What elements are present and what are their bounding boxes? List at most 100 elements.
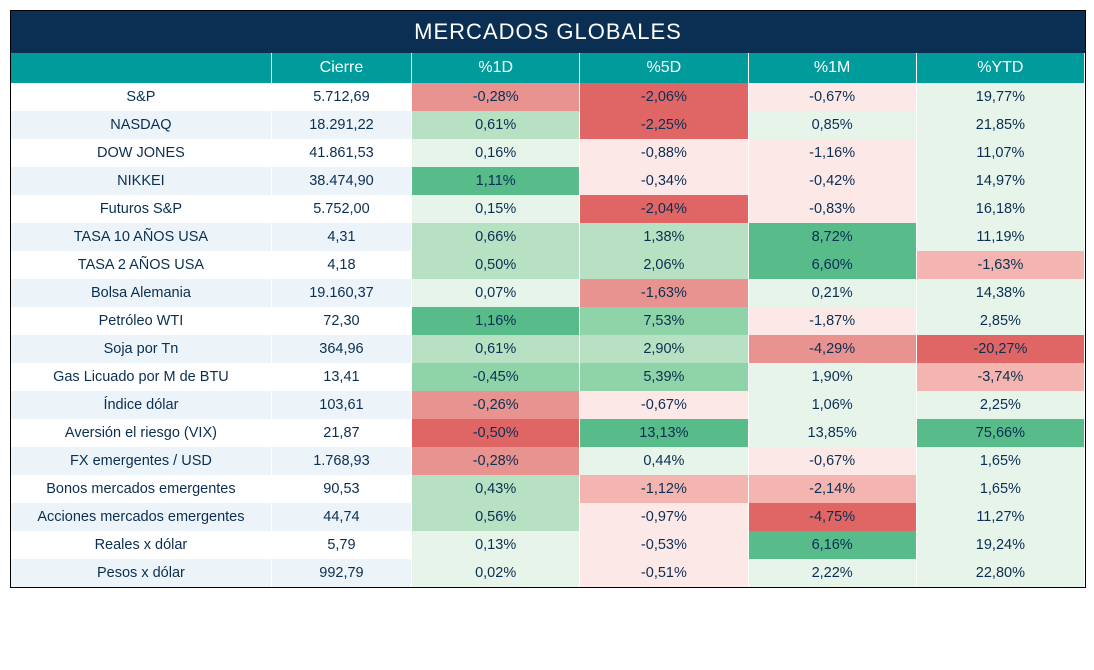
pct-cell: -0,26%	[412, 391, 580, 419]
table-title: MERCADOS GLOBALES	[11, 11, 1085, 53]
pct-cell: 1,38%	[580, 223, 748, 251]
table-row: Soja por Tn364,960,61%2,90%-4,29%-20,27%	[11, 335, 1085, 363]
pct-cell: 21,85%	[916, 111, 1084, 139]
instrument-name: NASDAQ	[11, 111, 271, 139]
pct-cell: -0,88%	[580, 139, 748, 167]
close-value: 5,79	[271, 531, 411, 559]
pct-cell: -0,34%	[580, 167, 748, 195]
close-value: 44,74	[271, 503, 411, 531]
table-row: Índice dólar103,61-0,26%-0,67%1,06%2,25%	[11, 391, 1085, 419]
table-row: Aversión el riesgo (VIX)21,87-0,50%13,13…	[11, 419, 1085, 447]
pct-cell: 13,13%	[580, 419, 748, 447]
close-value: 90,53	[271, 475, 411, 503]
col-header-ytd: %YTD	[916, 53, 1084, 83]
pct-cell: -4,29%	[748, 335, 916, 363]
pct-cell: 2,85%	[916, 307, 1084, 335]
table-row: FX emergentes / USD1.768,93-0,28%0,44%-0…	[11, 447, 1085, 475]
pct-cell: 5,39%	[580, 363, 748, 391]
close-value: 21,87	[271, 419, 411, 447]
col-header-1d: %1D	[412, 53, 580, 83]
pct-cell: 19,24%	[916, 531, 1084, 559]
pct-cell: 13,85%	[748, 419, 916, 447]
pct-cell: 0,21%	[748, 279, 916, 307]
pct-cell: 1,06%	[748, 391, 916, 419]
markets-table: Cierre %1D %5D %1M %YTD S&P5.712,69-0,28…	[11, 53, 1085, 587]
col-header-close: Cierre	[271, 53, 411, 83]
instrument-name: Bonos mercados emergentes	[11, 475, 271, 503]
pct-cell: -0,97%	[580, 503, 748, 531]
pct-cell: 0,07%	[412, 279, 580, 307]
table-row: S&P5.712,69-0,28%-2,06%-0,67%19,77%	[11, 83, 1085, 111]
close-value: 1.768,93	[271, 447, 411, 475]
pct-cell: 1,65%	[916, 475, 1084, 503]
pct-cell: -20,27%	[916, 335, 1084, 363]
pct-cell: 2,22%	[748, 559, 916, 587]
pct-cell: 11,07%	[916, 139, 1084, 167]
close-value: 72,30	[271, 307, 411, 335]
pct-cell: 6,16%	[748, 531, 916, 559]
pct-cell: 1,11%	[412, 167, 580, 195]
close-value: 5.752,00	[271, 195, 411, 223]
table-row: DOW JONES41.861,530,16%-0,88%-1,16%11,07…	[11, 139, 1085, 167]
close-value: 103,61	[271, 391, 411, 419]
pct-cell: 7,53%	[580, 307, 748, 335]
pct-cell: 8,72%	[748, 223, 916, 251]
close-value: 41.861,53	[271, 139, 411, 167]
pct-cell: -2,25%	[580, 111, 748, 139]
pct-cell: -0,51%	[580, 559, 748, 587]
pct-cell: 0,43%	[412, 475, 580, 503]
pct-cell: 11,27%	[916, 503, 1084, 531]
pct-cell: -2,04%	[580, 195, 748, 223]
pct-cell: 14,38%	[916, 279, 1084, 307]
table-row: Reales x dólar5,790,13%-0,53%6,16%19,24%	[11, 531, 1085, 559]
close-value: 4,18	[271, 251, 411, 279]
pct-cell: 0,61%	[412, 335, 580, 363]
instrument-name: Petróleo WTI	[11, 307, 271, 335]
instrument-name: Gas Licuado por M de BTU	[11, 363, 271, 391]
close-value: 364,96	[271, 335, 411, 363]
pct-cell: -0,42%	[748, 167, 916, 195]
pct-cell: -0,83%	[748, 195, 916, 223]
instrument-name: FX emergentes / USD	[11, 447, 271, 475]
pct-cell: 0,15%	[412, 195, 580, 223]
col-header-name	[11, 53, 271, 83]
instrument-name: Aversión el riesgo (VIX)	[11, 419, 271, 447]
table-row: Gas Licuado por M de BTU13,41-0,45%5,39%…	[11, 363, 1085, 391]
instrument-name: Bolsa Alemania	[11, 279, 271, 307]
instrument-name: Soja por Tn	[11, 335, 271, 363]
pct-cell: 2,90%	[580, 335, 748, 363]
pct-cell: -1,87%	[748, 307, 916, 335]
pct-cell: -1,63%	[916, 251, 1084, 279]
pct-cell: -0,53%	[580, 531, 748, 559]
pct-cell: 0,56%	[412, 503, 580, 531]
instrument-name: NIKKEI	[11, 167, 271, 195]
col-header-1m: %1M	[748, 53, 916, 83]
pct-cell: 1,90%	[748, 363, 916, 391]
close-value: 18.291,22	[271, 111, 411, 139]
table-row: Bonos mercados emergentes90,530,43%-1,12…	[11, 475, 1085, 503]
pct-cell: 0,50%	[412, 251, 580, 279]
instrument-name: S&P	[11, 83, 271, 111]
pct-cell: 22,80%	[916, 559, 1084, 587]
table-row: NASDAQ18.291,220,61%-2,25%0,85%21,85%	[11, 111, 1085, 139]
table-row: Pesos x dólar992,790,02%-0,51%2,22%22,80…	[11, 559, 1085, 587]
instrument-name: Futuros S&P	[11, 195, 271, 223]
table-row: Acciones mercados emergentes44,740,56%-0…	[11, 503, 1085, 531]
pct-cell: -4,75%	[748, 503, 916, 531]
pct-cell: -0,67%	[580, 391, 748, 419]
pct-cell: -0,28%	[412, 447, 580, 475]
pct-cell: 2,06%	[580, 251, 748, 279]
markets-table-container: MERCADOS GLOBALES Cierre %1D %5D %1M %YT…	[10, 10, 1086, 588]
table-row: Petróleo WTI72,301,16%7,53%-1,87%2,85%	[11, 307, 1085, 335]
pct-cell: 19,77%	[916, 83, 1084, 111]
pct-cell: -0,67%	[748, 83, 916, 111]
pct-cell: 75,66%	[916, 419, 1084, 447]
pct-cell: -0,45%	[412, 363, 580, 391]
pct-cell: 1,16%	[412, 307, 580, 335]
pct-cell: 2,25%	[916, 391, 1084, 419]
table-row: Futuros S&P5.752,000,15%-2,04%-0,83%16,1…	[11, 195, 1085, 223]
close-value: 38.474,90	[271, 167, 411, 195]
pct-cell: 11,19%	[916, 223, 1084, 251]
pct-cell: -1,12%	[580, 475, 748, 503]
instrument-name: Acciones mercados emergentes	[11, 503, 271, 531]
